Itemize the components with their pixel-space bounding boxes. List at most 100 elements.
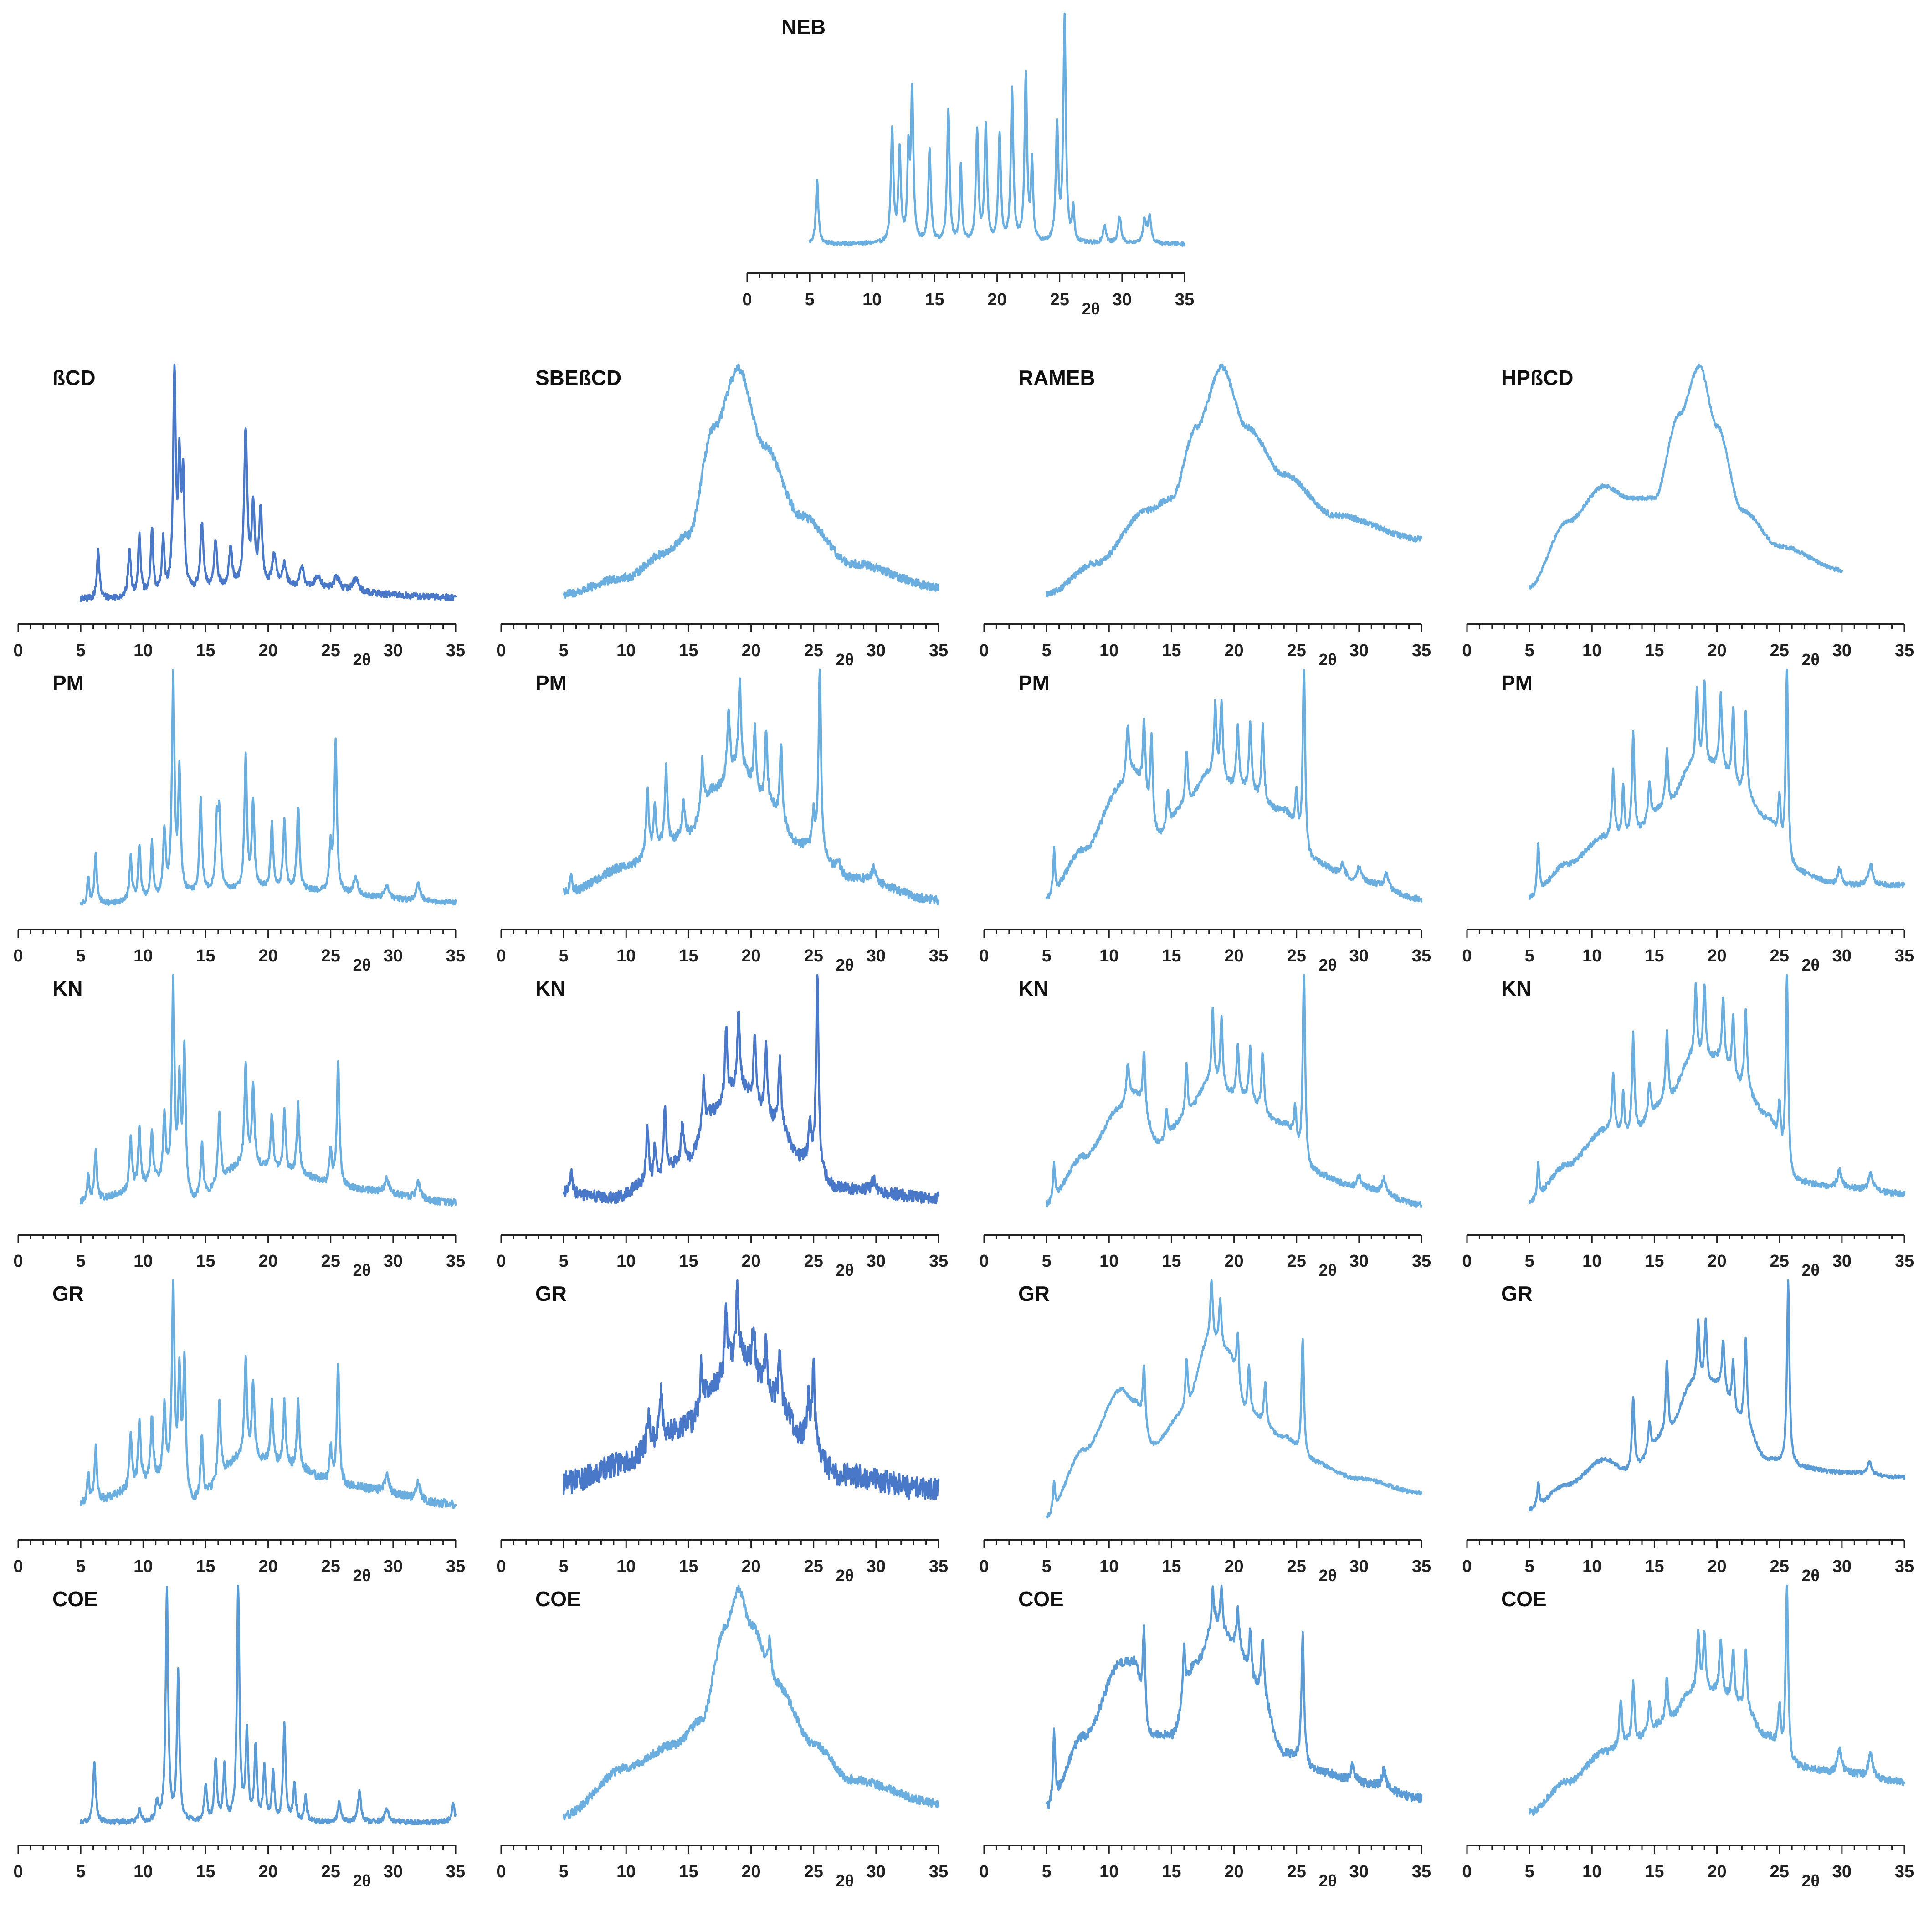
diffractogram-trace [1528,668,1906,900]
x-tick-label: 5 [1042,641,1052,660]
x-tick-label: 20 [741,641,760,660]
x-tick-label: 35 [1412,641,1431,660]
x-axis-title: 2θ [836,1261,854,1279]
x-tick-label: 30 [1832,1862,1852,1881]
x-tick-label: 0 [13,1557,23,1576]
x-tick-label: 25 [1770,1862,1789,1881]
x-axis-title: 2θ [1802,956,1820,974]
x-tick-label: 5 [1525,946,1534,966]
x-tick-label: 15 [1162,1557,1181,1576]
x-tick-label: 5 [1525,1862,1534,1881]
x-tick-label: 0 [13,1252,23,1271]
x-tick-label: 30 [1349,1862,1369,1881]
diffractogram-trace [79,668,457,906]
x-tick-label: 10 [1582,1252,1601,1271]
xrd-panel-hp-pm: PM 0 5 10 15 20 25 30 35 2θ [1462,668,1914,974]
x-tick-label: 25 [804,1557,823,1576]
x-tick-label: 25 [1770,946,1789,966]
x-tick-label: 30 [1349,1557,1369,1576]
x-tick-label: 15 [1645,641,1664,660]
x-tick-label: 0 [979,641,989,660]
x-axis-title: 2θ [1319,1261,1337,1279]
x-tick-label: 25 [804,1252,823,1271]
panel-title: COE [535,1587,581,1611]
x-tick-label: 10 [616,1862,636,1881]
x-tick-label: 10 [133,641,153,660]
x-tick-label: 15 [1162,1252,1181,1271]
xrd-panel-sbe-gr: GR 0 5 10 15 20 25 30 35 2θ [496,1279,948,1585]
diffractogram-trace [1045,363,1423,598]
panel-title: GR [52,1282,84,1305]
x-tick-label: 0 [979,1862,989,1881]
x-tick-label: 25 [1287,641,1306,660]
x-tick-label: 0 [1462,641,1472,660]
x-tick-label: 5 [76,1557,86,1576]
x-axis-title: 2θ [1802,650,1820,669]
x-tick-label: 35 [929,946,948,966]
x-tick-label: 20 [1224,1557,1243,1576]
panel-title: GR [1018,1282,1050,1305]
x-axis-title: 2θ [353,956,371,974]
x-tick-label: 20 [741,1862,760,1881]
x-tick-label: 30 [1832,641,1852,660]
x-tick-label: 10 [1582,1862,1601,1881]
x-tick-label: 25 [1770,1252,1789,1271]
x-tick-label: 20 [741,1557,760,1576]
x-tick-label: 0 [1462,1557,1472,1576]
x-tick-label: 0 [1462,1862,1472,1881]
xrd-panel-bcd-kn: KN 0 5 10 15 20 25 30 35 2θ [13,974,465,1279]
x-tick-label: 20 [987,290,1006,309]
panel-title: KN [1018,976,1048,1000]
panel-title: KN [1501,976,1531,1000]
x-tick-label: 10 [1582,641,1601,660]
x-tick-label: 35 [1895,946,1914,966]
diffractogram-trace [562,363,940,599]
panel-title: GR [1501,1282,1533,1305]
x-tick-label: 25 [804,946,823,966]
x-tick-label: 15 [1162,946,1181,966]
xrd-panel-sbe: SBEßCD 0 5 10 15 20 25 30 35 2θ [496,363,948,669]
x-tick-label: 10 [616,1557,636,1576]
x-tick-label: 30 [1832,1252,1852,1271]
x-tick-label: 30 [1349,946,1369,966]
x-tick-label: 10 [1099,1252,1118,1271]
x-tick-label: 10 [133,1252,153,1271]
x-tick-label: 35 [446,1557,465,1576]
x-tick-label: 10 [1099,641,1118,660]
x-tick-label: 15 [196,1862,215,1881]
x-tick-label: 35 [1895,1557,1914,1576]
x-tick-label: 30 [867,1862,886,1881]
x-tick-label: 15 [679,1557,698,1576]
diffractogram-trace [1045,668,1423,903]
x-axis-title: 2θ [836,650,854,669]
x-tick-label: 5 [76,641,86,660]
x-tick-label: 15 [1645,946,1664,966]
x-tick-label: 0 [496,946,506,966]
x-tick-label: 5 [559,1252,569,1271]
x-tick-label: 30 [867,1252,886,1271]
x-axis-title: 2θ [1802,1566,1820,1585]
xrd-panel-hp-gr: GR 0 5 10 15 20 25 30 35 2θ [1462,1279,1914,1585]
x-axis-title: 2θ [1802,1871,1820,1890]
xrd-panel-hp: HPßCD 0 5 10 15 20 25 30 35 2θ [1462,363,1914,669]
panel-title: GR [535,1282,567,1305]
x-tick-label: 25 [1287,1557,1306,1576]
x-tick-label: 25 [804,641,823,660]
x-tick-label: 15 [679,1862,698,1881]
x-tick-label: 25 [1287,1862,1306,1881]
x-tick-label: 5 [76,1252,86,1271]
xrd-panel-rameb-kn: KN 0 5 10 15 20 25 30 35 2θ [979,974,1431,1279]
x-tick-label: 20 [741,946,760,966]
x-tick-label: 35 [1895,1252,1914,1271]
x-tick-label: 35 [1895,641,1914,660]
x-tick-label: 15 [196,946,215,966]
x-tick-label: 10 [133,1862,153,1881]
x-tick-label: 25 [804,1862,823,1881]
x-tick-label: 30 [384,1862,403,1881]
x-tick-label: 35 [446,1252,465,1271]
x-tick-label: 20 [1224,641,1243,660]
x-tick-label: 30 [867,1557,886,1576]
diffractogram-trace [562,1584,940,1820]
x-tick-label: 20 [1224,1252,1243,1271]
x-tick-label: 30 [1349,1252,1369,1271]
